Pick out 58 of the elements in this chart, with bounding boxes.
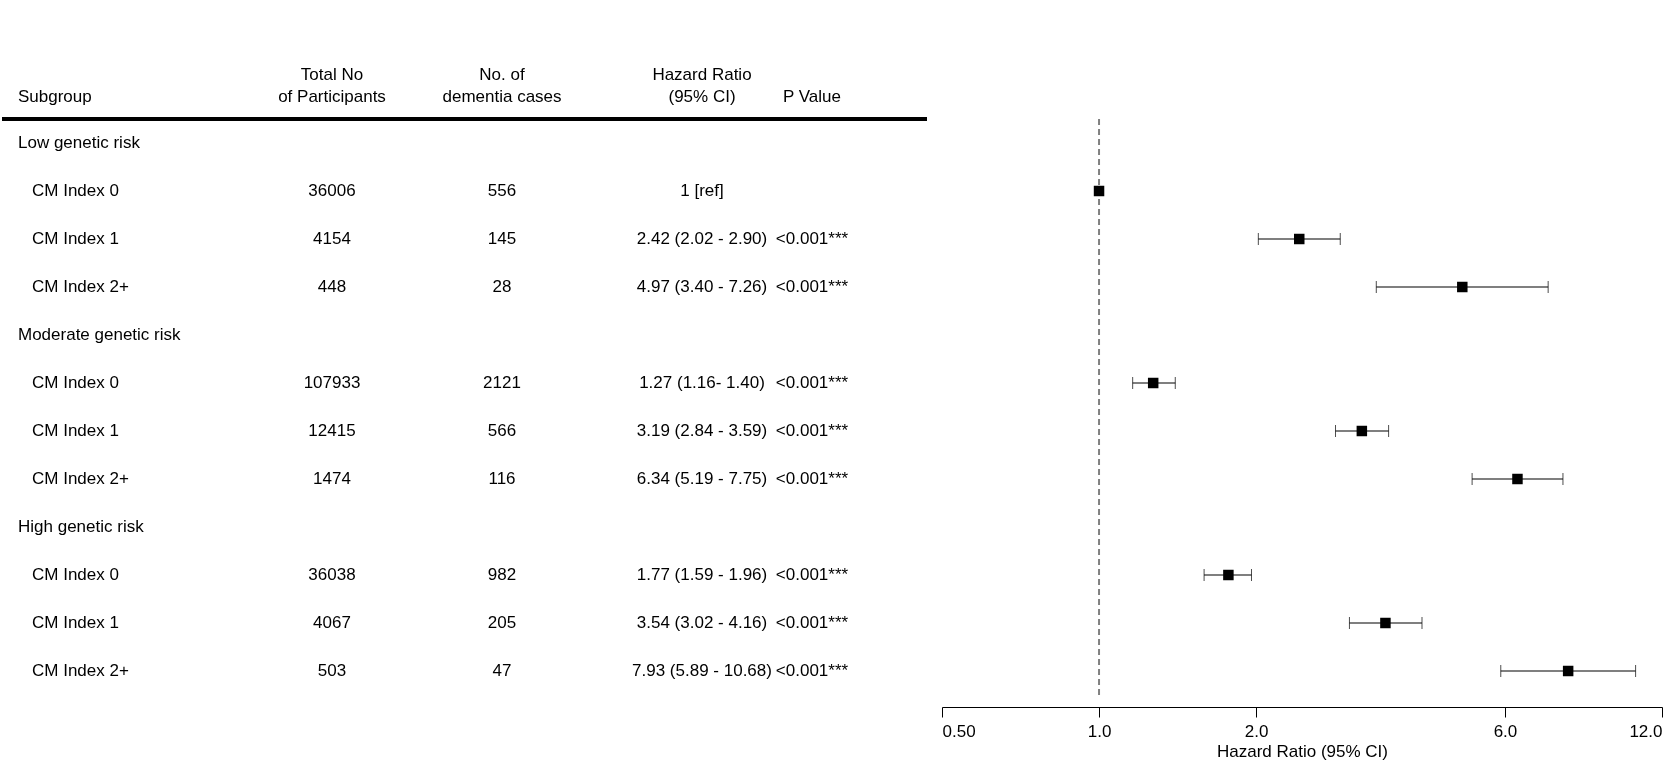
text: 2121 bbox=[483, 373, 521, 392]
text: CM Index 2+ bbox=[32, 469, 129, 488]
text: 6.34 (5.19 - 7.75) bbox=[636, 469, 768, 488]
text: <0.001*** bbox=[775, 373, 849, 392]
text: <0.001*** bbox=[775, 661, 849, 680]
x-tick-label: 1.0 bbox=[1087, 721, 1112, 741]
text: <0.001*** bbox=[775, 565, 849, 584]
text: 28 bbox=[492, 277, 512, 296]
text: CM Index 1 bbox=[32, 613, 119, 632]
text: 7.93 (5.89 - 10.68) bbox=[632, 661, 772, 680]
text: 503 bbox=[317, 661, 347, 680]
text: CM Index 0 bbox=[32, 373, 119, 392]
text: 107933 bbox=[303, 373, 361, 392]
text: 1 [ref] bbox=[680, 181, 724, 200]
text: <0.001*** bbox=[775, 421, 849, 440]
text: <0.001*** bbox=[775, 229, 849, 248]
category-label: Total No of Participants bbox=[278, 65, 386, 106]
text: High genetic risk bbox=[18, 517, 144, 536]
text: 982 bbox=[487, 565, 517, 584]
text: CM Index 2+ bbox=[32, 277, 129, 296]
category-label: Hazard Ratio (95% CI) bbox=[652, 65, 752, 106]
text: <0.001*** bbox=[775, 613, 849, 632]
text: Low genetic risk bbox=[18, 133, 140, 152]
category-label: P Value bbox=[783, 87, 841, 106]
text: 566 bbox=[487, 421, 517, 440]
text: 116 bbox=[488, 469, 516, 488]
text: 47 bbox=[492, 661, 512, 680]
category-label: Subgroup bbox=[18, 87, 92, 106]
text: 36038 bbox=[308, 565, 356, 584]
text: 205 bbox=[487, 613, 517, 632]
text: <0.001*** bbox=[775, 469, 849, 488]
x-tick-label: 6.0 bbox=[1493, 721, 1518, 741]
text: CM Index 1 bbox=[32, 421, 119, 440]
x-axis-title: Hazard Ratio (95% CI) bbox=[1216, 741, 1389, 761]
text: CM Index 0 bbox=[32, 565, 119, 584]
text: 556 bbox=[487, 181, 517, 200]
text: 448 bbox=[317, 277, 347, 296]
x-tick-label: 12.0 bbox=[1629, 721, 1663, 741]
x-tick-label: 0.50 bbox=[942, 721, 976, 741]
text: 2.42 (2.02 - 2.90) bbox=[636, 229, 768, 248]
category-label: No. of dementia cases bbox=[442, 65, 562, 106]
text: 3.54 (3.02 - 4.16) bbox=[636, 613, 768, 632]
text: CM Index 2+ bbox=[32, 661, 129, 680]
text: <0.001*** bbox=[775, 277, 849, 296]
text: 1.27 (1.16- 1.40) bbox=[639, 373, 765, 392]
text: 1474 bbox=[313, 469, 351, 488]
text: CM Index 1 bbox=[32, 229, 119, 248]
text: 4067 bbox=[313, 613, 351, 632]
text: CM Index 0 bbox=[32, 181, 119, 200]
text: 4154 bbox=[313, 229, 351, 248]
text: Moderate genetic risk bbox=[18, 325, 181, 344]
text: 145 bbox=[487, 229, 517, 248]
text: 1.77 (1.59 - 1.96) bbox=[636, 565, 768, 584]
text: 36006 bbox=[308, 181, 356, 200]
text: 3.19 (2.84 - 3.59) bbox=[636, 421, 768, 440]
text: 12415 bbox=[308, 421, 356, 440]
x-tick-label: 2.0 bbox=[1244, 721, 1269, 741]
text: 4.97 (3.40 - 7.26) bbox=[636, 277, 768, 296]
